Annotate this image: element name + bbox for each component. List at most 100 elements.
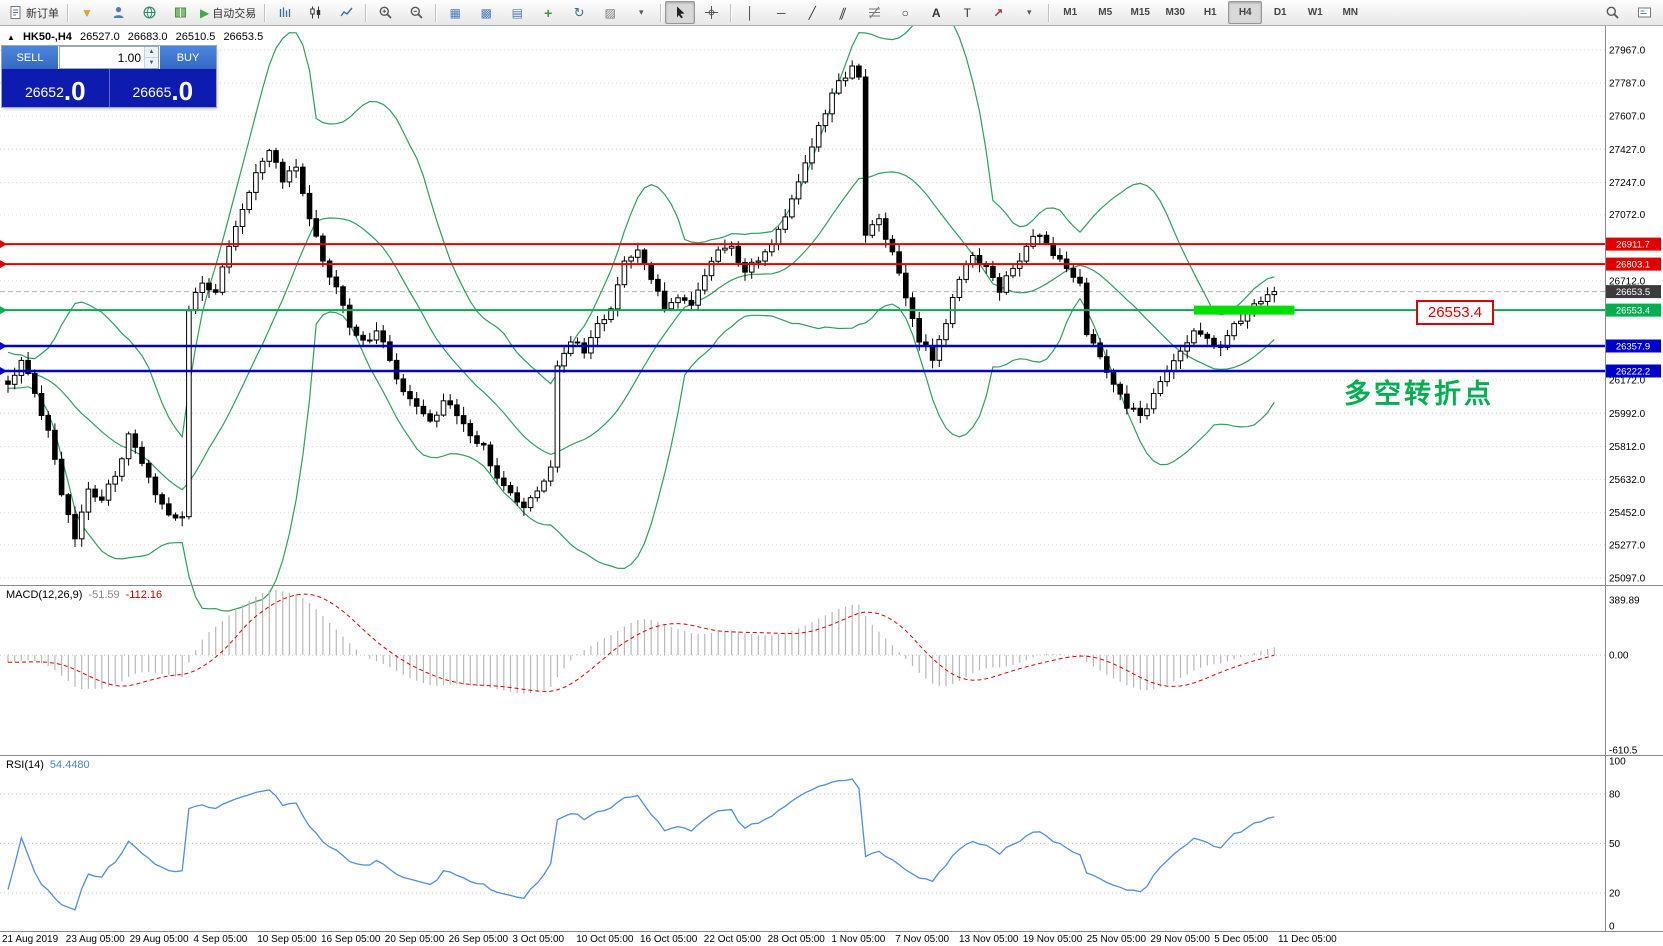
svg-text:25992.0: 25992.0 (1609, 409, 1646, 420)
timeframe-w1-button[interactable]: W1 (1307, 7, 1323, 18)
price-divider (108, 69, 110, 107)
templates-caret-icon[interactable]: ▾ (638, 7, 644, 17)
svg-text:26 Sep 05:00: 26 Sep 05:00 (449, 934, 509, 945)
volume-value[interactable]: 1.00 (117, 50, 141, 65)
autotrading-button-label: 自动交易 (212, 7, 257, 20)
svg-text:26911.7: 26911.7 (1616, 240, 1650, 251)
timeframe-m5-button[interactable]: M5 (1098, 7, 1113, 18)
timeframe-d1-button[interactable]: D1 (1273, 7, 1287, 18)
buy-button[interactable]: BUY (160, 46, 216, 69)
cascade-windows-icon[interactable]: ▩ (480, 5, 492, 20)
volume-down-button[interactable]: ▼ (145, 57, 158, 68)
svg-text:29 Nov 05:00: 29 Nov 05:00 (1150, 934, 1210, 945)
toolbar-separator (1048, 3, 1050, 22)
accounts-icon[interactable] (103, 1, 133, 24)
arrows-caret-icon[interactable]: ▾ (1026, 7, 1032, 17)
funnel-icon[interactable]: ▼ (81, 5, 93, 20)
search-icon[interactable] (1597, 1, 1627, 24)
arrows-icon[interactable]: ↗ (993, 5, 1004, 20)
sell-price-display[interactable]: 26652.0 (2, 69, 109, 107)
templates-icon[interactable]: ▨ (604, 5, 616, 20)
web-terminal-icon[interactable] (134, 1, 164, 24)
svg-text:26172.0: 26172.0 (1609, 376, 1646, 387)
channel-icon[interactable]: ∥ (837, 5, 849, 20)
timeframe-m1-button[interactable]: M1 (1063, 7, 1078, 18)
svg-text:80: 80 (1609, 790, 1621, 801)
macd-signal-value: -112.16 (125, 589, 163, 601)
svg-text:25632.0: 25632.0 (1609, 475, 1646, 486)
new-order-button-label: 新订单 (26, 7, 59, 20)
autotrading-button[interactable]: ▶ 自动交易 (200, 5, 257, 20)
horizontal-line-icon[interactable]: ─ (776, 5, 786, 20)
svg-text:27967.0: 27967.0 (1609, 46, 1646, 57)
trendline-icon[interactable]: ╱ (808, 5, 816, 20)
svg-text:11 Dec 05:00: 11 Dec 05:00 (1278, 934, 1337, 945)
price-flag-label[interactable]: 26553.4 (1416, 300, 1494, 325)
svg-text:3 Oct 05:00: 3 Oct 05:00 (512, 934, 564, 945)
svg-text:27787.0: 27787.0 (1609, 79, 1646, 90)
svg-text:23 Aug 05:00: 23 Aug 05:00 (66, 934, 125, 945)
svg-text:27072.0: 27072.0 (1609, 210, 1646, 221)
svg-text:10 Oct 05:00: 10 Oct 05:00 (576, 934, 634, 945)
volume-up-button[interactable]: ▲ (145, 47, 158, 57)
toolbar-separator (730, 3, 732, 22)
period-icon[interactable]: ↻ (573, 5, 585, 20)
buy-price-display[interactable]: 26665.0 (110, 69, 217, 107)
svg-text:19 Nov 05:00: 19 Nov 05:00 (1023, 934, 1083, 945)
sell-price-frac: .0 (63, 76, 86, 106)
svg-text:4 Sep 05:00: 4 Sep 05:00 (193, 934, 247, 945)
shapes-icon[interactable]: ○ (901, 5, 909, 20)
bar-chart-icon[interactable] (269, 1, 299, 24)
quotes-icon[interactable] (1629, 1, 1659, 24)
arrange-windows-icon[interactable]: ▤ (511, 5, 523, 20)
macd-panel (0, 589, 1605, 694)
candlestick-chart-icon[interactable] (300, 1, 330, 24)
hline-marker (0, 260, 7, 269)
toolbar-separator (67, 3, 68, 22)
turning-point-text[interactable]: 多空转折点 (1344, 379, 1494, 409)
timeframe-m30-button[interactable]: M30 (1165, 7, 1185, 18)
zoom-out-icon[interactable] (401, 1, 431, 24)
tile-windows-icon[interactable]: ▦ (449, 5, 461, 20)
svg-text:26553.4: 26553.4 (1616, 306, 1650, 317)
svg-text:1 Nov 05:00: 1 Nov 05:00 (831, 934, 885, 945)
crosshair-icon[interactable] (696, 1, 726, 24)
timeframe-h4-button[interactable]: H4 (1228, 1, 1263, 24)
timeframe-mn-button[interactable]: MN (1342, 7, 1359, 18)
cursor-icon[interactable] (665, 1, 696, 24)
new-order-button[interactable]: 新订单 (4, 1, 63, 24)
macd-main-value: -51.59 (88, 589, 120, 601)
timeframe-m15-button[interactable]: M15 (1130, 7, 1150, 18)
toolbar-separator (365, 3, 367, 22)
svg-text:25 Nov 05:00: 25 Nov 05:00 (1087, 934, 1147, 945)
rsi-line (7, 778, 1275, 911)
svg-text:100: 100 (1609, 757, 1626, 768)
svg-text:5 Dec 05:00: 5 Dec 05:00 (1214, 934, 1268, 945)
timeframe-h1-button[interactable]: H1 (1203, 7, 1217, 18)
hline-marker (0, 342, 7, 350)
rsi-indicator-label: RSI(14) 54.4480 (6, 759, 90, 771)
price-axis: 27967.0 27787.0 27607.0 27427.0 27247.0 27072… (1606, 46, 1661, 933)
fibonacci-icon[interactable] (859, 1, 889, 24)
open-value: 26527.0 (79, 31, 120, 43)
svg-text:27247.0: 27247.0 (1609, 178, 1646, 189)
candles (5, 60, 1278, 547)
svg-text:26803.1: 26803.1 (1616, 260, 1650, 271)
rsi-panel (0, 778, 1605, 911)
text-icon[interactable]: A (931, 5, 941, 20)
sell-button[interactable]: SELL (2, 46, 58, 69)
macd-indicator-label: MACD(12,26,9) -51.59 -112.16 (6, 589, 162, 601)
svg-text:29 Aug 05:00: 29 Aug 05:00 (130, 934, 189, 945)
svg-text:25452.0: 25452.0 (1609, 508, 1646, 519)
indicators-icon[interactable]: + (544, 4, 553, 21)
volume-input[interactable]: 1.00 ▲ ▼ (59, 46, 159, 69)
zoom-in-icon[interactable] (370, 1, 400, 24)
rsi-value: 54.4480 (49, 759, 90, 771)
line-chart-icon[interactable] (331, 1, 361, 24)
vertical-line-icon[interactable]: │ (746, 5, 754, 20)
svg-text:16 Oct 05:00: 16 Oct 05:00 (640, 934, 698, 945)
svg-text:20: 20 (1609, 889, 1621, 900)
svg-text:27427.0: 27427.0 (1609, 145, 1646, 156)
label-icon[interactable]: T (963, 5, 971, 20)
news-icon[interactable] (165, 1, 195, 24)
